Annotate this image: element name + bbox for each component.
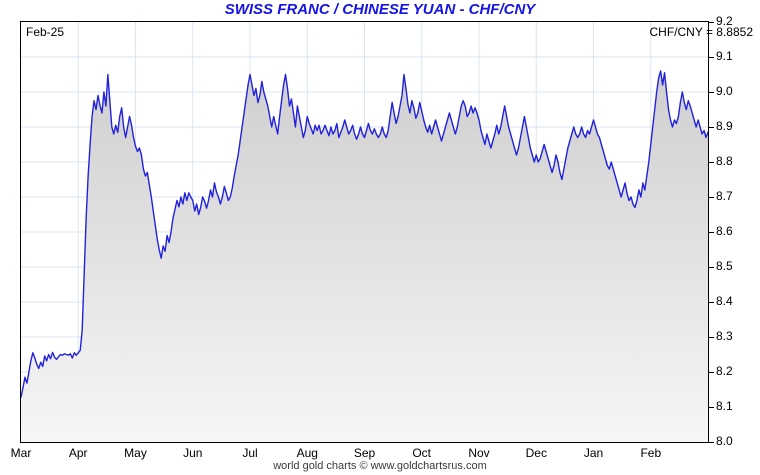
y-tick-label: 8.7 bbox=[716, 189, 733, 203]
x-tick-label: Sep bbox=[353, 446, 376, 460]
footer-credit: world gold charts © www.goldchartsrus.co… bbox=[273, 460, 487, 472]
y-tick-mark bbox=[708, 22, 714, 23]
date-label: Feb-25 bbox=[26, 25, 65, 39]
y-tick-mark bbox=[708, 127, 714, 128]
y-tick-mark bbox=[708, 442, 714, 443]
series-line bbox=[21, 70, 708, 398]
y-tick-mark bbox=[708, 302, 714, 303]
x-tick-label: Aug bbox=[296, 446, 318, 460]
y-tick-mark bbox=[708, 162, 714, 163]
x-tick-label: Apr bbox=[68, 446, 88, 460]
y-tick-label: 8.1 bbox=[716, 399, 733, 413]
y-tick-mark bbox=[708, 267, 714, 268]
x-tick-label: Mar bbox=[10, 446, 32, 460]
x-tick-label: Nov bbox=[468, 446, 490, 460]
x-tick-label: Dec bbox=[525, 446, 547, 460]
chart-canvas bbox=[21, 22, 708, 442]
y-tick-mark bbox=[708, 197, 714, 198]
x-tick-label: Oct bbox=[412, 446, 432, 460]
x-tick-label: Jan bbox=[583, 446, 604, 460]
y-tick-label: 8.9 bbox=[716, 119, 733, 133]
y-tick-mark bbox=[708, 372, 714, 373]
plot-area bbox=[20, 21, 709, 443]
y-tick-label: 9.2 bbox=[716, 14, 733, 28]
x-tick-label: May bbox=[124, 446, 147, 460]
series-area bbox=[21, 71, 708, 442]
y-tick-label: 8.4 bbox=[716, 294, 733, 308]
y-tick-mark bbox=[708, 337, 714, 338]
x-tick-label: Jun bbox=[183, 446, 203, 460]
y-tick-label: 8.5 bbox=[716, 259, 733, 273]
x-tick-label: Jul bbox=[242, 446, 258, 460]
y-tick-label: 9.1 bbox=[716, 49, 733, 63]
y-tick-label: 8.3 bbox=[716, 329, 733, 343]
y-tick-label: 8.8 bbox=[716, 154, 733, 168]
y-tick-mark bbox=[708, 407, 714, 408]
quote-label: CHF/CNY = 8.8852 bbox=[649, 25, 754, 39]
y-tick-label: 8.0 bbox=[716, 434, 733, 448]
x-tick-label: Feb bbox=[640, 446, 662, 460]
y-tick-mark bbox=[708, 232, 714, 233]
y-tick-mark bbox=[708, 92, 714, 93]
y-tick-label: 8.2 bbox=[716, 364, 733, 378]
y-tick-label: 9.0 bbox=[716, 84, 733, 98]
y-tick-label: 8.6 bbox=[716, 224, 733, 238]
page-title: SWISS FRANC / CHINESE YUAN - CHF/CNY bbox=[224, 1, 536, 18]
y-tick-mark bbox=[708, 57, 714, 58]
